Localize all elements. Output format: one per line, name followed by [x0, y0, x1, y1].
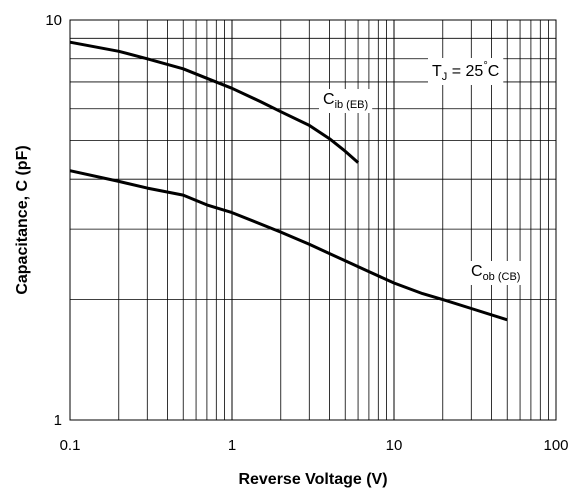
y-tick-label: 1 [54, 412, 62, 429]
series-layer [69, 40, 508, 322]
cib-label-main: C [323, 91, 335, 108]
cob-label-main: C [471, 263, 483, 280]
cob-label-background [467, 261, 525, 285]
y-axis-title: Capacitance, C (pF) [14, 145, 31, 294]
temperature-annotation-rest: = 25 [447, 63, 483, 80]
cib-label-background [319, 89, 373, 113]
series-line-cib [69, 40, 360, 164]
cib-label-sub: ib (EB) [335, 99, 369, 111]
temperature-annotation-sub: J [442, 71, 448, 83]
y-tick-label: 10 [45, 12, 62, 29]
x-tick-label: 0.1 [60, 437, 81, 454]
temperature-annotation-main: T [432, 63, 442, 80]
x-tick-label: 100 [543, 437, 568, 454]
temperature-annotation: TJ = 25°C [432, 60, 499, 83]
cob-label-sub: ob (CB) [483, 271, 521, 283]
cob-series-label: Cob (CB) [471, 263, 520, 283]
grid-lines [69, 20, 556, 421]
temperature-annotation-unit: C [488, 63, 500, 80]
cib-series-label: Cib (EB) [323, 91, 368, 111]
x-tick-label: 1 [228, 437, 236, 454]
temperature-annotation-degree: ° [483, 60, 487, 72]
x-tick-label: 10 [386, 437, 403, 454]
series-line-cob [69, 169, 508, 322]
temperature-annotation-background [428, 58, 504, 85]
x-axis-title: Reverse Voltage (V) [238, 471, 387, 488]
tick-labels: 0.1 1 10 100 1 10 [45, 12, 568, 454]
plot-frame [69, 19, 557, 421]
